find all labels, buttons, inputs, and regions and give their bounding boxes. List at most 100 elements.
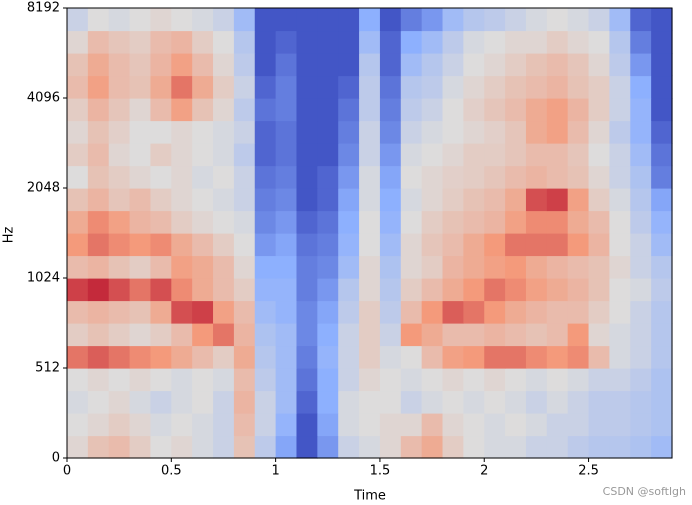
heat-cell	[108, 390, 131, 414]
heat-cell	[442, 278, 464, 302]
heat-cell	[254, 8, 277, 32]
heat-cell	[421, 98, 444, 122]
heat-cell	[150, 323, 172, 347]
heat-cell	[651, 8, 673, 32]
y-tick-label: 512	[35, 361, 60, 376]
y-tick-label: 0	[52, 451, 60, 466]
heat-cell	[630, 120, 652, 144]
heat-cell	[67, 435, 89, 459]
heat-cell	[400, 368, 423, 392]
heat-cell	[609, 300, 631, 324]
heat-cell	[67, 255, 89, 279]
heat-cell	[379, 345, 402, 369]
heat-cell	[525, 368, 548, 392]
heat-cell	[150, 30, 172, 54]
heat-cell	[67, 143, 89, 167]
heat-cell	[233, 210, 256, 234]
heat-cell	[171, 345, 193, 369]
heat-cell	[400, 300, 423, 324]
heat-cell	[609, 75, 631, 99]
heat-cell	[651, 52, 673, 77]
heat-cell	[630, 8, 652, 32]
heat-cell	[630, 52, 652, 77]
heat-cell	[505, 323, 527, 347]
heat-cell	[254, 210, 277, 234]
heat-cell	[588, 255, 611, 279]
heat-cell	[442, 368, 464, 392]
heat-cell	[338, 368, 360, 392]
heat-cell	[400, 30, 423, 54]
heat-cell	[87, 8, 110, 32]
heat-cell	[171, 390, 193, 414]
heat-cell	[484, 323, 506, 347]
heat-cell	[296, 120, 318, 144]
heat-cell	[421, 165, 444, 189]
heat-cell	[525, 52, 548, 77]
heat-cell	[651, 413, 673, 437]
heat-cell	[296, 188, 318, 212]
heat-cell	[87, 120, 110, 144]
heat-cell	[296, 233, 318, 257]
heat-cell	[129, 143, 152, 167]
heat-cell	[379, 368, 402, 392]
heat-cell	[400, 435, 423, 459]
heat-cell	[651, 345, 673, 369]
heat-cell	[254, 165, 277, 189]
heat-cell	[213, 255, 235, 279]
heat-cell	[546, 210, 569, 234]
heat-cell	[67, 390, 89, 414]
heat-cell	[525, 210, 548, 234]
heat-cell	[525, 75, 548, 99]
heat-cell	[254, 188, 277, 212]
heat-cell	[421, 278, 444, 302]
heat-cell	[275, 210, 298, 234]
heat-cell	[171, 52, 193, 77]
heat-cell	[87, 75, 110, 99]
heat-cell	[609, 143, 631, 167]
heat-cell	[442, 300, 464, 324]
heat-cell	[129, 323, 152, 347]
heat-cell	[359, 210, 381, 234]
heat-cell	[213, 368, 235, 392]
heat-cell	[609, 52, 631, 77]
heat-cell	[546, 323, 569, 347]
heat-cell	[233, 143, 256, 167]
heat-cell	[505, 413, 527, 437]
heat-cell	[150, 98, 172, 122]
heat-cell	[609, 345, 631, 369]
heat-cell	[171, 233, 193, 257]
heat-cell	[359, 390, 381, 414]
heat-cell	[463, 120, 485, 144]
heat-cell	[400, 165, 423, 189]
heat-cell	[379, 390, 402, 414]
heat-cell	[525, 188, 548, 212]
heat-cell	[546, 98, 569, 122]
heat-cell	[505, 390, 527, 414]
heat-cell	[171, 143, 193, 167]
heat-cell	[317, 368, 339, 392]
heat-cell	[421, 8, 444, 32]
heat-cell	[359, 323, 381, 347]
heat-cell	[379, 435, 402, 459]
heat-cell	[463, 188, 485, 212]
heat-cell	[609, 255, 631, 279]
heat-cell	[421, 210, 444, 234]
heat-cell	[463, 30, 485, 54]
heat-cell	[588, 300, 611, 324]
heat-cell	[588, 345, 611, 369]
heat-cell	[567, 368, 590, 392]
heat-cell	[317, 278, 339, 302]
heat-cell	[546, 300, 569, 324]
heat-cell	[651, 300, 673, 324]
heat-cell	[296, 98, 318, 122]
heat-cell	[171, 255, 193, 279]
heat-cell	[296, 390, 318, 414]
heat-cell	[525, 8, 548, 32]
heat-cell	[525, 345, 548, 369]
heat-cell	[171, 75, 193, 99]
heat-cell	[108, 345, 131, 369]
heat-cell	[254, 390, 277, 414]
heat-cell	[400, 233, 423, 257]
heat-cell	[150, 435, 172, 459]
